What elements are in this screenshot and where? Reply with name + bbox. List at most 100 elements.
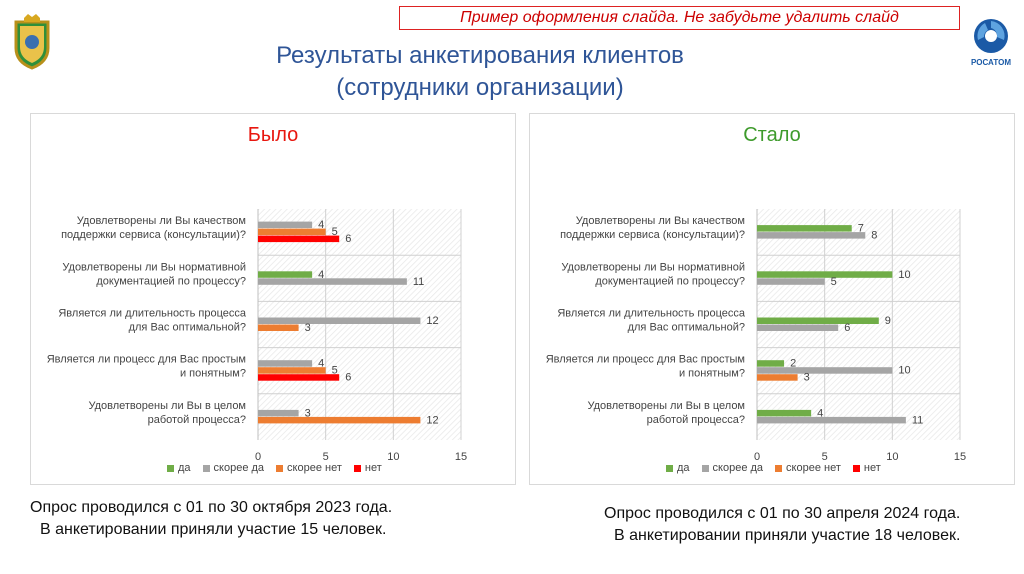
bar (757, 232, 866, 239)
survey-note-participants: В анкетировании приняли участие 18 челов… (614, 527, 961, 544)
category-label-line: и понятным? (679, 368, 745, 380)
bar-value-label: 6 (345, 372, 351, 384)
bar-value-label: 11 (912, 414, 923, 426)
legend-swatch (852, 464, 860, 472)
bar (258, 360, 313, 367)
bar-value-label: 5 (831, 276, 837, 288)
category-label-line: Удовлетворены ли Вы качеством (77, 215, 246, 227)
category-label: Удовлетворены ли Вы в целом работой проце… (587, 400, 745, 426)
chart-legend: да скорее да скорее нет нет (167, 462, 382, 474)
category-label-line: Удовлетворены ли Вы в целом (88, 400, 246, 412)
category-label: Удовлетворены ли Вы нормативной документа… (561, 261, 745, 287)
bar (258, 228, 326, 236)
slide-title: Результаты анкетирования клиентов (сотру… (180, 40, 780, 104)
category-label-line: для Вас оптимальной? (628, 322, 745, 334)
bar (258, 278, 407, 285)
category-label-line: документацией по процессу? (595, 275, 745, 287)
category-label-line: Является ли длительность процесса (58, 308, 247, 320)
category-label-line: документацией по процессу? (96, 275, 246, 287)
bar-value-label: 3 (305, 322, 311, 334)
category-label: Удовлетворены ли Вы нормативной документа… (62, 261, 246, 287)
chart-legend: да скорее да скорее нет нет (666, 462, 881, 474)
legend-label: скорее нет (786, 462, 841, 474)
bar (757, 409, 812, 417)
bar-value-label: 5 (332, 365, 338, 377)
bar-value-label: 6 (844, 322, 850, 334)
legend-item-skoree-net: скорее нет (276, 462, 342, 474)
bar (258, 409, 299, 417)
bar (258, 374, 340, 381)
legend-item-da: да (666, 462, 690, 474)
legend-label: нет (364, 462, 382, 474)
x-tick-label: 5 (822, 451, 828, 463)
chart-after-plot: 0 5 10 15 Удовлетворены ли Вы качеством подде… (546, 209, 966, 463)
bar-value-label: 2 (790, 358, 796, 370)
bar (258, 324, 299, 331)
legend-item-skoree-net: скорее нет (775, 462, 841, 474)
category-label: Удовлетворены ли Вы качеством поддержки с… (560, 215, 745, 241)
legend-swatch (276, 464, 284, 472)
legend-label: скорее да (712, 462, 764, 474)
bar-value-label: 5 (332, 226, 338, 238)
slide-title-line2: (сотрудники организации) (336, 74, 624, 101)
legend-swatch (167, 464, 174, 472)
legend-item-da: да (167, 462, 191, 474)
bar-value-label: 4 (817, 407, 823, 419)
category-label: Удовлетворены ли Вы в целом работой проце… (88, 400, 246, 426)
legend-label: да (677, 462, 690, 474)
bar-value-label: 11 (413, 276, 424, 288)
category-label: Является ли длительность процесса для Вас… (557, 308, 746, 334)
bar (757, 367, 893, 374)
category-label-line: для Вас оптимальной? (129, 322, 246, 334)
chart-title: Стало (743, 124, 801, 146)
category-label-line: Является ли длительность процесса (557, 308, 746, 320)
category-label-line: Удовлетворены ли Вы нормативной (561, 261, 745, 273)
bar-value-label: 12 (426, 315, 438, 327)
bar-value-label: 3 (305, 407, 311, 419)
bar (757, 324, 839, 331)
survey-note-before: Опрос проводился с 01 по 30 октября 2023… (30, 497, 450, 541)
slide-title-line1: Результаты анкетирования клиентов (276, 42, 684, 69)
bar (757, 416, 906, 424)
bar-value-label: 4 (318, 219, 324, 231)
bar (757, 225, 852, 232)
legend-label: да (178, 462, 191, 474)
category-label-line: поддержки сервиса (консультации)? (61, 229, 246, 241)
bar-value-label: 8 (871, 230, 877, 242)
bar-value-label: 12 (426, 414, 438, 426)
legend-swatch (775, 464, 783, 472)
legend-swatch (701, 464, 709, 472)
bar (757, 374, 798, 381)
category-label-line: работой процесса? (647, 414, 745, 426)
x-tick-label: 0 (754, 451, 760, 463)
bar (258, 221, 313, 229)
legend-swatch (666, 464, 673, 472)
bar (258, 416, 421, 424)
legend-label: скорее да (213, 462, 265, 474)
bar (757, 317, 879, 324)
legend-item-net: нет (353, 462, 382, 474)
bar-value-label: 3 (804, 372, 810, 384)
category-label-line: и понятным? (180, 368, 246, 380)
category-label-line: Является ли процесс для Вас простым (546, 354, 745, 366)
category-label-line: Является ли процесс для Вас простым (47, 354, 246, 366)
x-tick-label: 15 (954, 451, 966, 463)
legend-swatch (202, 464, 210, 472)
chart-title: Было (247, 124, 299, 146)
coat-of-arms-logo (10, 12, 54, 70)
chart-before-plot: 0 5 10 15 Удовлетворены ли Вы качеством подде… (47, 209, 467, 463)
category-label-line: Удовлетворены ли Вы в целом (587, 400, 745, 412)
chart-before: Было 0 5 10 15 Удовлетворены ли Вы качеством… (30, 113, 516, 485)
chart-after: Стало 0 5 10 15 Удовлетворены ли Вы качество… (529, 113, 1015, 485)
rosatom-logo: РОСАТОМ (968, 16, 1014, 68)
legend-item-skoree-da: скорее да (202, 462, 265, 474)
bar-value-label: 10 (898, 365, 910, 377)
category-label: Удовлетворены ли Вы качеством поддержки с… (61, 215, 246, 241)
bar (258, 271, 313, 278)
x-tick-label: 5 (323, 451, 329, 463)
bar (258, 367, 326, 374)
survey-note-after: Опрос проводился с 01 по 30 апреля 2024 … (604, 503, 1014, 547)
reminder-banner: Пример оформления слайда. Не забудьте уд… (399, 6, 960, 30)
survey-note-period: Опрос проводился с 01 по 30 апреля 2024 … (604, 505, 961, 522)
category-label: Является ли процесс для Вас простым и пон… (47, 354, 246, 380)
